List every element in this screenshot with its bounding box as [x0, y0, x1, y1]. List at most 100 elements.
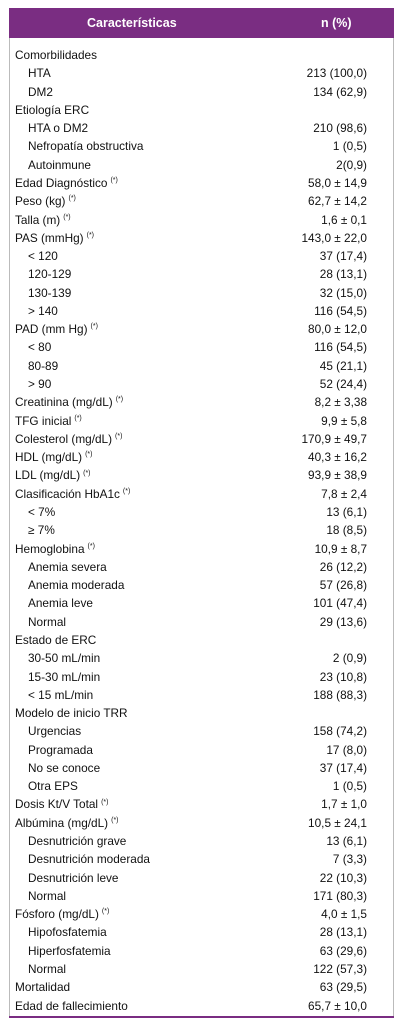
note-mark: (*)	[83, 469, 91, 477]
label-text: Normal	[28, 888, 67, 903]
note-mark: (*)	[85, 451, 93, 459]
label-text: < 15 mL/min	[28, 687, 94, 702]
row-label: Normal	[28, 615, 66, 629]
row-label: Mortalidad	[15, 980, 70, 994]
row-label: Anemia leve	[28, 596, 93, 610]
label-text: Desnutrición grave	[28, 834, 127, 849]
row-label: Anemia moderada	[28, 578, 124, 592]
row-value: 1 (0,5)	[332, 779, 367, 794]
label-text: Hemoglobina	[15, 541, 85, 556]
label-text: 120-129	[28, 267, 72, 282]
table-row: PAD (mm Hg) (*) 80,0 ± 12,0	[9, 320, 394, 338]
row-value: 101 (47,4)	[313, 596, 367, 611]
table-row: 120-129 28 (13,1)	[9, 265, 394, 283]
row-label: Programada	[28, 743, 93, 757]
table-row: Modelo de inicio TRR	[9, 704, 394, 722]
label-text: PAD (mm Hg)	[15, 322, 88, 337]
label-text: > 140	[28, 303, 58, 318]
row-value: 63 (29,6)	[319, 943, 367, 958]
table-row: < 120 37 (17,4)	[9, 247, 394, 265]
note-mark: (*)	[110, 177, 118, 185]
row-value: 1,6 ± 0,1	[321, 212, 367, 227]
row-label: Hiperfosfatemia	[28, 944, 111, 958]
table-row: Desnutrición moderada 7 (3,3)	[9, 850, 394, 868]
row-value: 9,9 ± 5,8	[321, 413, 367, 428]
label-text: < 80	[28, 340, 52, 355]
label-text: Desnutrición moderada	[28, 852, 150, 867]
row-label: HDL (mg/dL) (*)	[15, 450, 92, 464]
table-row: Albúmina (mg/dL) (*) 10,5 ± 24,1	[9, 814, 394, 832]
label-text: Anemia moderada	[28, 578, 125, 593]
row-label: Desnutrición leve	[28, 871, 119, 885]
table-row: Fósforo (mg/dL) (*) 4,0 ± 1,5	[9, 905, 394, 923]
row-value: 10,5 ± 24,1	[308, 815, 367, 830]
table-row: DM2 134 (62,9)	[9, 83, 394, 101]
label-text: Hipofosfatemia	[28, 925, 107, 940]
table-row: Desnutrición grave 13 (6,1)	[9, 832, 394, 850]
table-row: < 15 mL/min 188 (88,3)	[9, 686, 394, 704]
row-value: 32 (15,0)	[319, 285, 367, 300]
label-text: Fósforo (mg/dL)	[15, 907, 99, 922]
row-value: 210 (98,6)	[313, 121, 367, 136]
bottom-rule	[9, 1016, 394, 1018]
row-value: 116 (54,5)	[314, 303, 367, 318]
row-value: 62,7 ± 14,2	[308, 194, 367, 209]
label-text: Urgencias	[28, 724, 82, 739]
label-text: Anemia severa	[28, 559, 107, 574]
row-label: Desnutrición moderada	[28, 852, 150, 866]
row-value: 13 (6,1)	[326, 834, 367, 849]
table-row: Otra EPS 1 (0,5)	[9, 777, 394, 795]
row-label: Creatinina (mg/dL) (*)	[15, 395, 123, 409]
row-value: 2 (0,9)	[332, 651, 367, 666]
row-label: DM2	[28, 85, 53, 99]
row-value: 143,0 ± 22,0	[301, 230, 367, 245]
row-label: Nefropatía obstructiva	[28, 139, 143, 153]
table-row: TFG inicial (*) 9,9 ± 5,8	[9, 412, 394, 430]
row-value: 58,0 ± 14,9	[308, 175, 367, 190]
row-value: 57 (26,8)	[319, 578, 367, 593]
label-text: Etiología ERC	[15, 102, 90, 117]
row-label: Albúmina (mg/dL) (*)	[15, 816, 119, 830]
note-mark: (*)	[63, 213, 71, 221]
table-row: LDL (mg/dL) (*) 93,9 ± 38,9	[9, 466, 394, 484]
table-row: HDL (mg/dL) (*) 40,3 ± 16,2	[9, 448, 394, 466]
label-text: No se conoce	[28, 760, 101, 775]
label-text: Hiperfosfatemia	[28, 943, 111, 958]
row-label: < 120	[28, 249, 58, 263]
header-cell: Características	[87, 16, 177, 30]
label-text: Autoinmune	[28, 157, 91, 172]
row-value: 28 (13,1)	[319, 267, 367, 282]
row-label: Edad Diagnóstico (*)	[15, 176, 118, 190]
row-value: 63 (29,5)	[319, 980, 367, 995]
row-label: Fósforo (mg/dL) (*)	[15, 907, 109, 921]
row-label: Otra EPS	[28, 779, 78, 793]
row-label: 30-50 mL/min	[28, 651, 100, 665]
label-text: Edad Diagnóstico	[15, 175, 108, 190]
table-row: Nefropatía obstructiva 1 (0,5)	[9, 137, 394, 155]
label-text: Estado de ERC	[15, 632, 97, 647]
row-value: 10,9 ± 8,7	[314, 541, 367, 556]
row-value: 45 (21,1)	[319, 358, 367, 373]
row-value: 116 (54,5)	[314, 340, 367, 355]
table-row: Urgencias 158 (74,2)	[9, 722, 394, 740]
note-mark: (*)	[68, 195, 76, 203]
table-row: Anemia severa 26 (12,2)	[9, 558, 394, 576]
table-row: > 140 116 (54,5)	[9, 302, 394, 320]
row-value: 134 (62,9)	[313, 84, 367, 99]
label-text: < 7%	[28, 505, 56, 519]
row-value: 171 (80,3)	[313, 888, 367, 903]
label-text: 80-89	[28, 358, 59, 373]
table-row: Etiología ERC	[9, 101, 394, 119]
row-label: Normal	[28, 889, 66, 903]
label-text: Albúmina (mg/dL)	[15, 815, 109, 830]
label-text: Comorbilidades	[15, 48, 97, 62]
table-row: Edad de fallecimiento 65,7 ± 10,0	[9, 997, 394, 1015]
table-row: 130-139 32 (15,0)	[9, 284, 394, 302]
label-text: Programada	[28, 742, 93, 757]
row-label: Anemia severa	[28, 560, 107, 574]
label-text: Peso (kg)	[15, 194, 66, 209]
row-value: 28 (13,1)	[319, 925, 367, 940]
row-label: HTA o DM2	[28, 121, 88, 135]
note-mark: (*)	[101, 798, 109, 806]
note-mark: (*)	[90, 323, 98, 331]
